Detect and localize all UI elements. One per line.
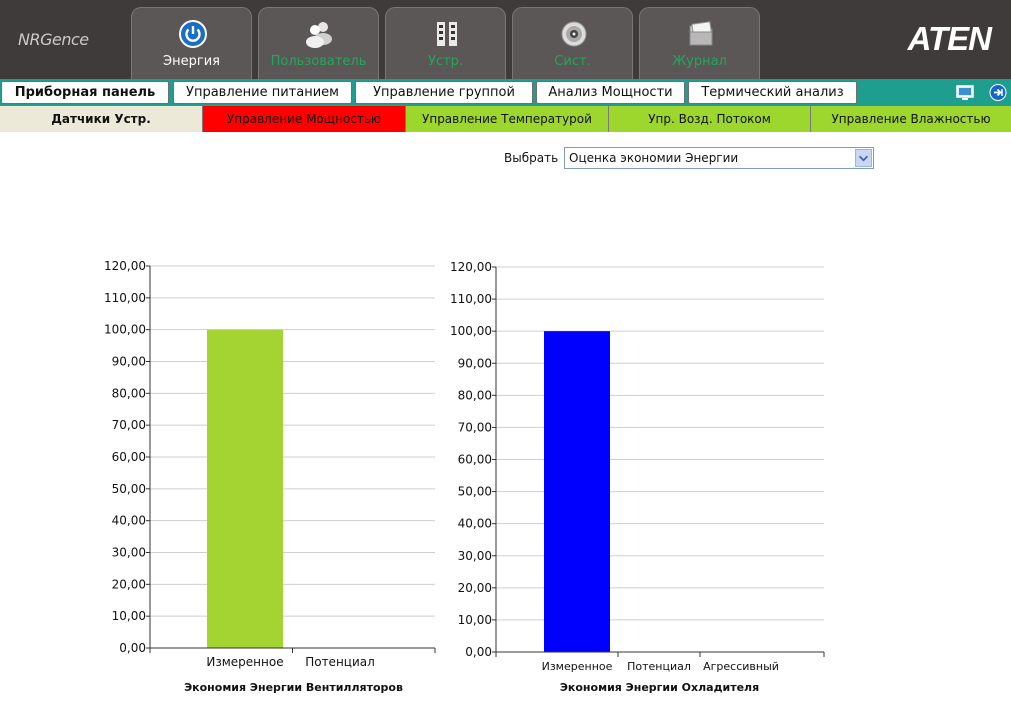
select-value: Оценка экономии Энергии [569,151,739,165]
y-tick-label: 50,00 [458,485,492,499]
aten-logo: ATEN [907,20,992,57]
category-tabs: Датчики Устр. Управление Мощностью Управ… [0,106,1011,132]
y-tick-label: 100,00 [450,324,492,338]
folder-icon [689,21,713,46]
y-tick-label: 120,00 [104,259,146,273]
gear-icon [561,21,587,47]
grid-icon [437,22,457,46]
power-icon [179,20,207,48]
chevron-down-icon[interactable] [855,149,872,167]
tab-user[interactable]: Пользователь [258,7,379,79]
y-tick-label: 90,00 [112,355,146,369]
y-tick-label: 60,00 [458,453,492,467]
y-tick-label: 80,00 [112,386,146,400]
users-icon [306,22,332,48]
y-tick-label: 70,00 [458,420,492,434]
bar [207,329,283,648]
sub-navigation: Приборная панель Управление питанием Упр… [0,79,1011,106]
x-tick-label: Потенциал [305,655,375,669]
subnav-dashboard[interactable]: Приборная панель [1,81,169,104]
tab-system[interactable]: Сист. [512,7,633,79]
x-tick-label: Измеренное [206,655,283,669]
tab-energy[interactable]: Энергия [131,7,252,79]
y-tick-label: 10,00 [458,613,492,627]
fan-energy-chart: 0,00 10,00 20,00 30,00 40,00 50,00 60,00 70,00 8… [104,259,436,669]
y-tick-label: 90,00 [458,356,492,370]
x-tick-label: Агрессивный [703,660,779,673]
tab-user-label: Пользователь [270,54,367,69]
tab-log[interactable]: Журнал [639,7,760,79]
select-label: Выбрать [504,151,559,165]
tab-system-label: Сист. [554,54,591,69]
nrgence-logo: NRGence [18,30,89,49]
subnav-power-management[interactable]: Управление питанием [173,81,352,104]
subnav-power-analysis[interactable]: Анализ Мощности [536,81,685,104]
tab-device-label: Устр. [427,54,464,69]
y-tick-label: 10,00 [112,609,146,623]
tab-power-control[interactable]: Управление Мощностью [203,106,406,132]
tab-airflow-control[interactable]: Упр. Возд. Потоком [609,106,811,132]
y-tick-label: 0,00 [465,645,492,659]
y-tick-label: 120,00 [450,260,492,274]
tab-device-sensors[interactable]: Датчики Устр. [0,106,203,132]
y-tick-label: 20,00 [458,581,492,595]
y-tick-label: 110,00 [104,291,146,305]
x-tick-label: Измеренное [542,660,613,673]
bar [544,331,610,652]
y-tick-label: 100,00 [104,323,146,337]
y-tick-label: 70,00 [112,418,146,432]
tab-energy-label: Энергия [163,54,220,69]
analysis-select[interactable]: Оценка экономии Энергии [564,147,874,169]
tab-temperature-control[interactable]: Управление Температурой [406,106,609,132]
y-tick-label: 80,00 [458,388,492,402]
fan-chart-title: Экономия Энергии Вентилляторов [184,681,403,694]
y-tick-label: 40,00 [458,517,492,531]
logout-icon[interactable] [989,84,1007,101]
chiller-chart-title: Экономия Энергии Охладителя [559,681,760,694]
chiller-energy-chart: 0,00 10,00 20,00 30,00 40,00 50,00 60,00 70,00 8… [450,260,825,673]
y-tick-label: 30,00 [112,546,146,560]
y-tick-label: 0,00 [119,641,146,655]
tab-device[interactable]: Устр. [385,7,506,79]
y-tick-label: 50,00 [112,482,146,496]
y-tick-label: 110,00 [450,292,492,306]
y-tick-label: 20,00 [112,577,146,591]
y-tick-label: 30,00 [458,549,492,563]
tab-log-label: Журнал [672,54,727,69]
monitor-icon[interactable] [956,84,974,101]
top-header: NRGence Энергия Пользователь [0,0,1011,79]
y-tick-label: 40,00 [112,514,146,528]
y-tick-label: 60,00 [112,450,146,464]
tab-humidity-control[interactable]: Управление Влажностью [811,106,1011,132]
subnav-group-management[interactable]: Управление группой [355,81,533,104]
subnav-thermal-analysis[interactable]: Термический анализ [688,81,857,104]
x-tick-label: Потенциал [627,660,691,673]
